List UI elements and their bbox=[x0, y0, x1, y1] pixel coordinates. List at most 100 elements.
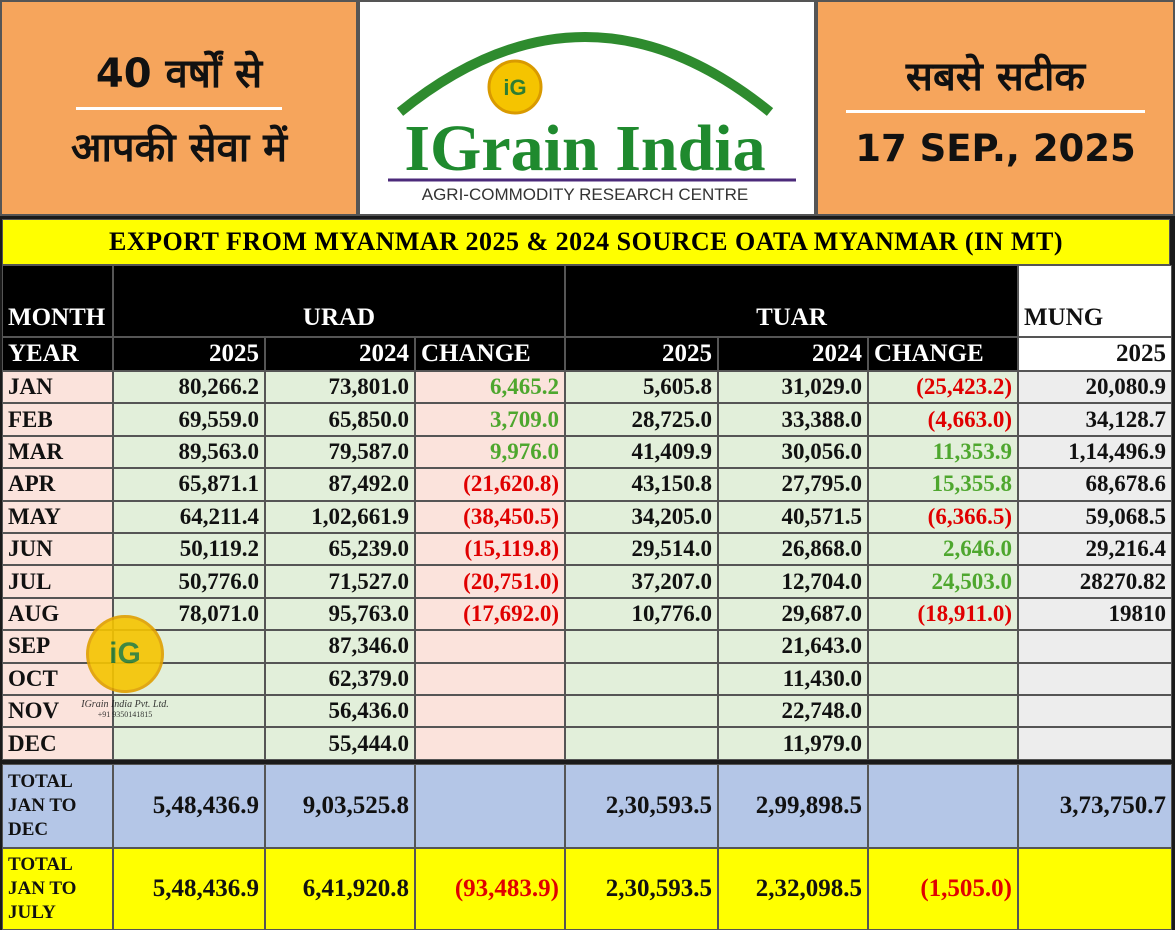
total-cell: (93,483.9) bbox=[415, 848, 565, 930]
value-cell bbox=[565, 630, 718, 663]
value-cell bbox=[868, 662, 1018, 695]
value-cell: (21,620.8) bbox=[415, 468, 565, 501]
total-label-line: DEC bbox=[8, 819, 49, 840]
header-month: MONTH bbox=[2, 265, 113, 337]
month-cell: APR bbox=[2, 468, 113, 501]
value-cell: 3,709.0 bbox=[415, 403, 565, 436]
header-year: CHANGE bbox=[868, 337, 1018, 371]
value-cell: 28270.82 bbox=[1018, 565, 1172, 598]
total-cell bbox=[415, 764, 565, 848]
value-cell: 69,559.0 bbox=[113, 403, 265, 436]
total-label-line: TOTAL bbox=[8, 771, 73, 792]
header-urad: URAD bbox=[113, 265, 565, 337]
total-label-line: JAN TO bbox=[8, 795, 77, 816]
logo-tagline: AGRI-COMMODITY RESEARCH CENTRE bbox=[422, 185, 749, 204]
value-cell: 87,492.0 bbox=[265, 468, 415, 501]
left-line2: आपकी सेवा में bbox=[70, 124, 288, 171]
header-year: YEAR bbox=[2, 337, 113, 371]
value-cell: 28,725.0 bbox=[565, 403, 718, 436]
date: 17 SEP., 2025 bbox=[855, 126, 1136, 170]
header-year: 2025 bbox=[565, 337, 718, 371]
value-cell: (20,751.0) bbox=[415, 565, 565, 598]
value-cell: 21,643.0 bbox=[718, 630, 868, 663]
value-cell: 34,205.0 bbox=[565, 500, 718, 533]
value-cell: 31,029.0 bbox=[718, 371, 868, 404]
value-cell: 26,868.0 bbox=[718, 533, 868, 566]
header-year: 2024 bbox=[718, 337, 868, 371]
value-cell: 29,687.0 bbox=[718, 597, 868, 631]
value-cell: 89,563.0 bbox=[113, 435, 265, 469]
logo-badge-text: iG bbox=[503, 75, 526, 100]
total-cell: 9,03,525.8 bbox=[265, 764, 415, 848]
value-cell bbox=[565, 727, 718, 760]
value-cell: (15,119.8) bbox=[415, 533, 565, 566]
total-cell: 6,41,920.8 bbox=[265, 848, 415, 930]
total-cell bbox=[868, 764, 1018, 848]
value-cell: 78,071.0 bbox=[113, 597, 265, 631]
value-cell: 62,379.0 bbox=[265, 662, 415, 695]
value-cell: 56,436.0 bbox=[265, 695, 415, 728]
value-cell: 79,587.0 bbox=[265, 435, 415, 469]
header-year: CHANGE bbox=[415, 337, 565, 371]
value-cell: (25,423.2) bbox=[868, 371, 1018, 404]
value-cell: (17,692.0) bbox=[415, 597, 565, 631]
value-cell: 10,776.0 bbox=[565, 597, 718, 631]
value-cell bbox=[565, 662, 718, 695]
total-label-line: JULY bbox=[8, 902, 56, 923]
month-cell: JAN bbox=[2, 371, 113, 404]
header-mung: MUNG bbox=[1018, 265, 1172, 337]
total-cell: 5,48,436.9 bbox=[113, 848, 265, 930]
value-cell: 11,430.0 bbox=[718, 662, 868, 695]
total-label-line: JAN TO bbox=[8, 878, 77, 899]
value-cell: 55,444.0 bbox=[265, 727, 415, 760]
value-cell: 68,678.6 bbox=[1018, 468, 1172, 501]
month-cell: FEB bbox=[2, 403, 113, 436]
total-cell: (1,505.0) bbox=[868, 848, 1018, 930]
value-cell bbox=[1018, 630, 1172, 663]
left-banner: 40 वर्षों से आपकी सेवा में bbox=[0, 0, 358, 216]
value-cell: (6,366.5) bbox=[868, 500, 1018, 533]
value-cell bbox=[565, 695, 718, 728]
value-cell: (18,911.0) bbox=[868, 597, 1018, 631]
value-cell: 34,128.7 bbox=[1018, 403, 1172, 436]
value-cell: 41,409.9 bbox=[565, 435, 718, 469]
value-cell bbox=[415, 630, 565, 663]
value-cell: 50,119.2 bbox=[113, 533, 265, 566]
header-year: 2024 bbox=[265, 337, 415, 371]
watermark-phone: +91 9350141815 bbox=[97, 710, 153, 719]
table-title: EXPORT FROM MYANMAR 2025 & 2024 SOURCE O… bbox=[2, 219, 1170, 265]
month-cell: AUG bbox=[2, 597, 113, 631]
month-cell: DEC bbox=[2, 727, 113, 760]
total-cell bbox=[1018, 848, 1172, 930]
header-year: 2025 bbox=[113, 337, 265, 371]
value-cell: (4,663.0) bbox=[868, 403, 1018, 436]
month-cell: NOV bbox=[2, 695, 113, 728]
value-cell: 65,239.0 bbox=[265, 533, 415, 566]
value-cell: 27,795.0 bbox=[718, 468, 868, 501]
value-cell: 71,527.0 bbox=[265, 565, 415, 598]
total-cell: 3,73,750.7 bbox=[1018, 764, 1172, 848]
value-cell bbox=[415, 662, 565, 695]
value-cell: 65,871.1 bbox=[113, 468, 265, 501]
value-cell: 37,207.0 bbox=[565, 565, 718, 598]
right-banner: सबसे सटीक 17 SEP., 2025 bbox=[816, 0, 1175, 216]
value-cell: 22,748.0 bbox=[718, 695, 868, 728]
month-cell: JUL bbox=[2, 565, 113, 598]
value-cell: 40,571.5 bbox=[718, 500, 868, 533]
total-cell: 2,32,098.5 bbox=[718, 848, 868, 930]
value-cell: 2,646.0 bbox=[868, 533, 1018, 566]
value-cell: 64,211.4 bbox=[113, 500, 265, 533]
value-cell bbox=[868, 727, 1018, 760]
value-cell: (38,450.5) bbox=[415, 500, 565, 533]
logo-box: iG IGrain India AGRI-COMMODITY RESEARCH … bbox=[358, 0, 816, 216]
watermark: iG IGrain India Pvt. Ltd. +91 9350141815 bbox=[70, 615, 180, 730]
header-year: 2025 bbox=[1018, 337, 1172, 371]
header-tuar: TUAR bbox=[565, 265, 1018, 337]
logo-arc bbox=[396, 32, 774, 116]
total-label-line: TOTAL bbox=[8, 854, 73, 875]
watermark-company: IGrain India Pvt. Ltd. bbox=[81, 699, 169, 710]
month-cell: MAY bbox=[2, 500, 113, 533]
total-label: TOTAL JAN TO DEC bbox=[2, 764, 113, 848]
value-cell: 1,14,496.9 bbox=[1018, 435, 1172, 469]
